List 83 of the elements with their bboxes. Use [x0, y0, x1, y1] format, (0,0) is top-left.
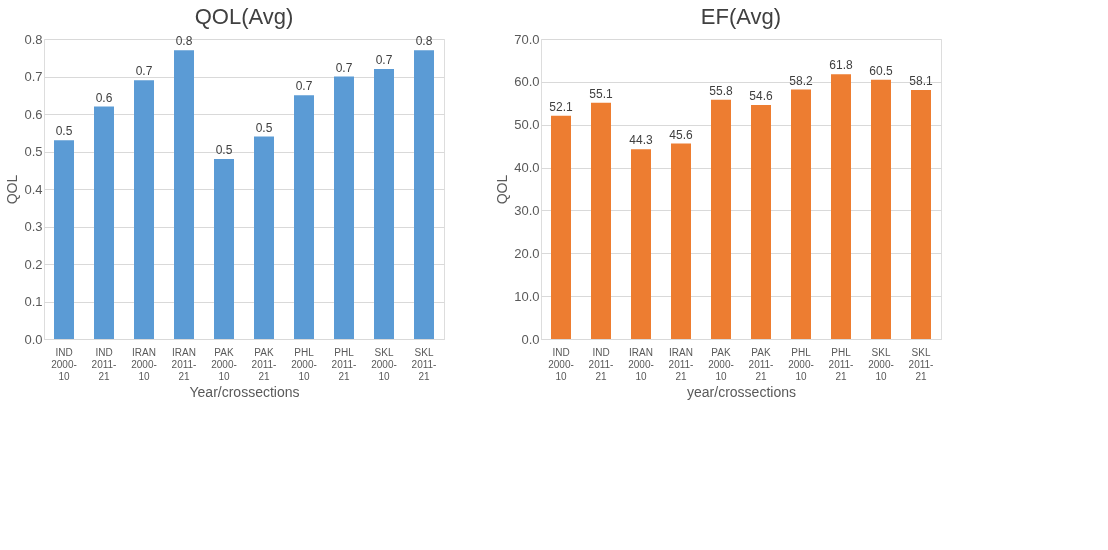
x-tick-label: IND 2000- 10 [548, 346, 574, 382]
y-tick-label: 0.3 [24, 219, 43, 234]
data-label: 0.8 [175, 34, 193, 49]
bar [591, 102, 611, 339]
bar [711, 99, 731, 339]
y-tick-label: 0.7 [24, 69, 43, 84]
x-tick-label: IND 2000- 10 [51, 346, 77, 382]
y-tick-label: 0.6 [24, 106, 43, 122]
bar [334, 76, 354, 339]
x-tick-label: SKL 2000- 10 [868, 346, 894, 382]
x-tick-label: SKL 2011- 21 [908, 346, 934, 382]
y-tick-label: 10.0 [514, 288, 540, 304]
data-label: 0.5 [55, 124, 73, 139]
x-axis-title: year/crossections [687, 383, 796, 400]
data-label: 55.8 [709, 83, 733, 98]
data-label: 0.6 [95, 90, 113, 105]
x-tick-label: PHL 2000- 10 [291, 346, 317, 382]
data-label: 0.7 [335, 60, 353, 75]
y-axis-title: QOL [4, 174, 21, 205]
bar [751, 105, 771, 339]
x-tick-label: IRAN 2000- 10 [131, 346, 157, 382]
y-tick-label: 20.0 [514, 245, 540, 261]
data-label: 45.6 [669, 127, 693, 142]
y-tick-label: 40.0 [514, 160, 540, 176]
bar [911, 90, 931, 339]
bar [94, 106, 114, 339]
bar [871, 79, 891, 339]
data-label: 0.7 [375, 53, 393, 67]
data-label: 55.1 [589, 86, 613, 101]
x-tick-label: PHL 2011- 21 [331, 346, 357, 382]
chart-title: QOL(Avg) [194, 4, 294, 29]
bar [791, 89, 811, 339]
bar [174, 50, 194, 339]
y-tick-label: 0.8 [24, 31, 43, 47]
x-tick-label: IRAN 2011- 21 [668, 346, 694, 382]
data-label: 52.1 [549, 99, 573, 114]
y-tick-label: 0.1 [24, 294, 43, 309]
y-tick-label: 0.5 [24, 144, 43, 159]
y-tick-label: 50.0 [514, 117, 540, 133]
x-tick-label: IND 2011- 21 [588, 346, 614, 382]
y-tick-label: 60.0 [514, 74, 540, 90]
y-tick-label: 0.0 [24, 331, 43, 347]
y-axis-title: QOL [494, 174, 511, 205]
x-tick-label: PAK 2000- 10 [708, 346, 734, 382]
x-tick-label: IND 2011- 21 [91, 346, 117, 382]
data-label: 61.8 [829, 58, 853, 73]
bar [134, 80, 154, 339]
bar [294, 95, 314, 339]
data-label: 54.6 [749, 89, 773, 103]
bar [54, 140, 74, 339]
data-label: 60.5 [869, 63, 893, 78]
data-label: 0.8 [415, 34, 433, 49]
y-tick-label: 0.4 [24, 181, 43, 197]
x-tick-label: PHL 2011- 21 [828, 346, 854, 382]
bar [374, 69, 394, 339]
data-label: 44.3 [629, 133, 653, 148]
y-tick-label: 0.0 [521, 331, 540, 347]
x-tick-label: PAK 2011- 21 [748, 346, 774, 382]
data-label: 0.5 [255, 120, 273, 135]
x-tick-label: PHL 2000- 10 [788, 346, 814, 382]
x-tick-label: SKL 2000- 10 [371, 346, 397, 382]
data-label: 58.2 [789, 73, 813, 88]
bar [631, 149, 651, 339]
x-tick-label: SKL 2011- 21 [411, 346, 437, 382]
data-label: 0.7 [295, 79, 313, 94]
bar [214, 159, 234, 339]
bar [671, 143, 691, 339]
x-axis-title: Year/crossections [189, 383, 300, 400]
y-tick-label: 30.0 [514, 202, 540, 218]
data-label: 58.1 [909, 74, 933, 88]
bar [551, 115, 571, 339]
bar [254, 136, 274, 339]
data-label: 0.7 [135, 64, 153, 79]
x-tick-label: PAK 2000- 10 [211, 346, 237, 382]
bar [414, 50, 434, 339]
data-label: 0.5 [215, 143, 233, 157]
x-tick-label: IRAN 2011- 21 [171, 346, 197, 382]
bar [831, 74, 851, 339]
x-tick-label: IRAN 2000- 10 [628, 346, 654, 382]
y-tick-label: 70.0 [514, 31, 540, 47]
chart-title: EF(Avg) [700, 4, 782, 29]
x-tick-label: PAK 2011- 21 [251, 346, 277, 382]
y-tick-label: 0.2 [24, 256, 43, 272]
